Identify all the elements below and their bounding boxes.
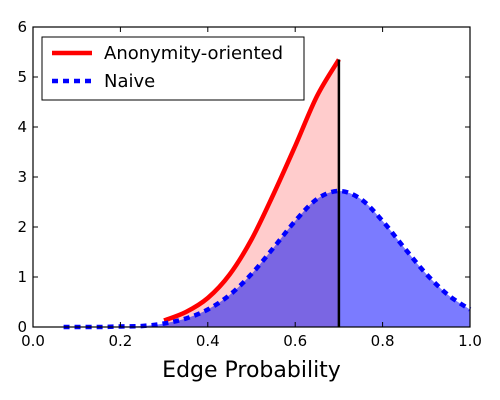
x-axis-title: Edge Probability bbox=[162, 358, 341, 383]
area-overlap bbox=[164, 191, 339, 327]
legend-label-naive: Naive bbox=[104, 71, 155, 92]
axis-ticks: 0.0 0.2 0.4 0.6 0.8 1.0 0 1 2 3 4 5 6 bbox=[17, 18, 481, 350]
x-tick-label: 0.0 bbox=[21, 332, 45, 350]
series-line-anonymity-oriented bbox=[163, 58, 341, 323]
x-tick-label: 1.0 bbox=[458, 332, 482, 350]
y-tick-label: 1 bbox=[17, 268, 27, 286]
legend-label-anonymity-oriented: Anonymity-oriented bbox=[104, 43, 283, 64]
x-tick-label: 0.2 bbox=[108, 332, 132, 350]
legend-box bbox=[41, 36, 305, 101]
y-tick-label: 0 bbox=[17, 318, 27, 336]
x-tick-label: 0.6 bbox=[283, 332, 307, 350]
y-tick-label: 3 bbox=[17, 168, 27, 186]
y-tick-label: 6 bbox=[17, 18, 27, 36]
y-tick-label: 2 bbox=[17, 218, 27, 236]
x-tick-label: 0.8 bbox=[371, 332, 395, 350]
y-tick-label: 4 bbox=[17, 118, 27, 136]
legend: Anonymity-oriented Naive bbox=[41, 36, 305, 101]
x-tick-label: 0.4 bbox=[196, 332, 220, 350]
y-tick-label: 5 bbox=[17, 68, 27, 86]
